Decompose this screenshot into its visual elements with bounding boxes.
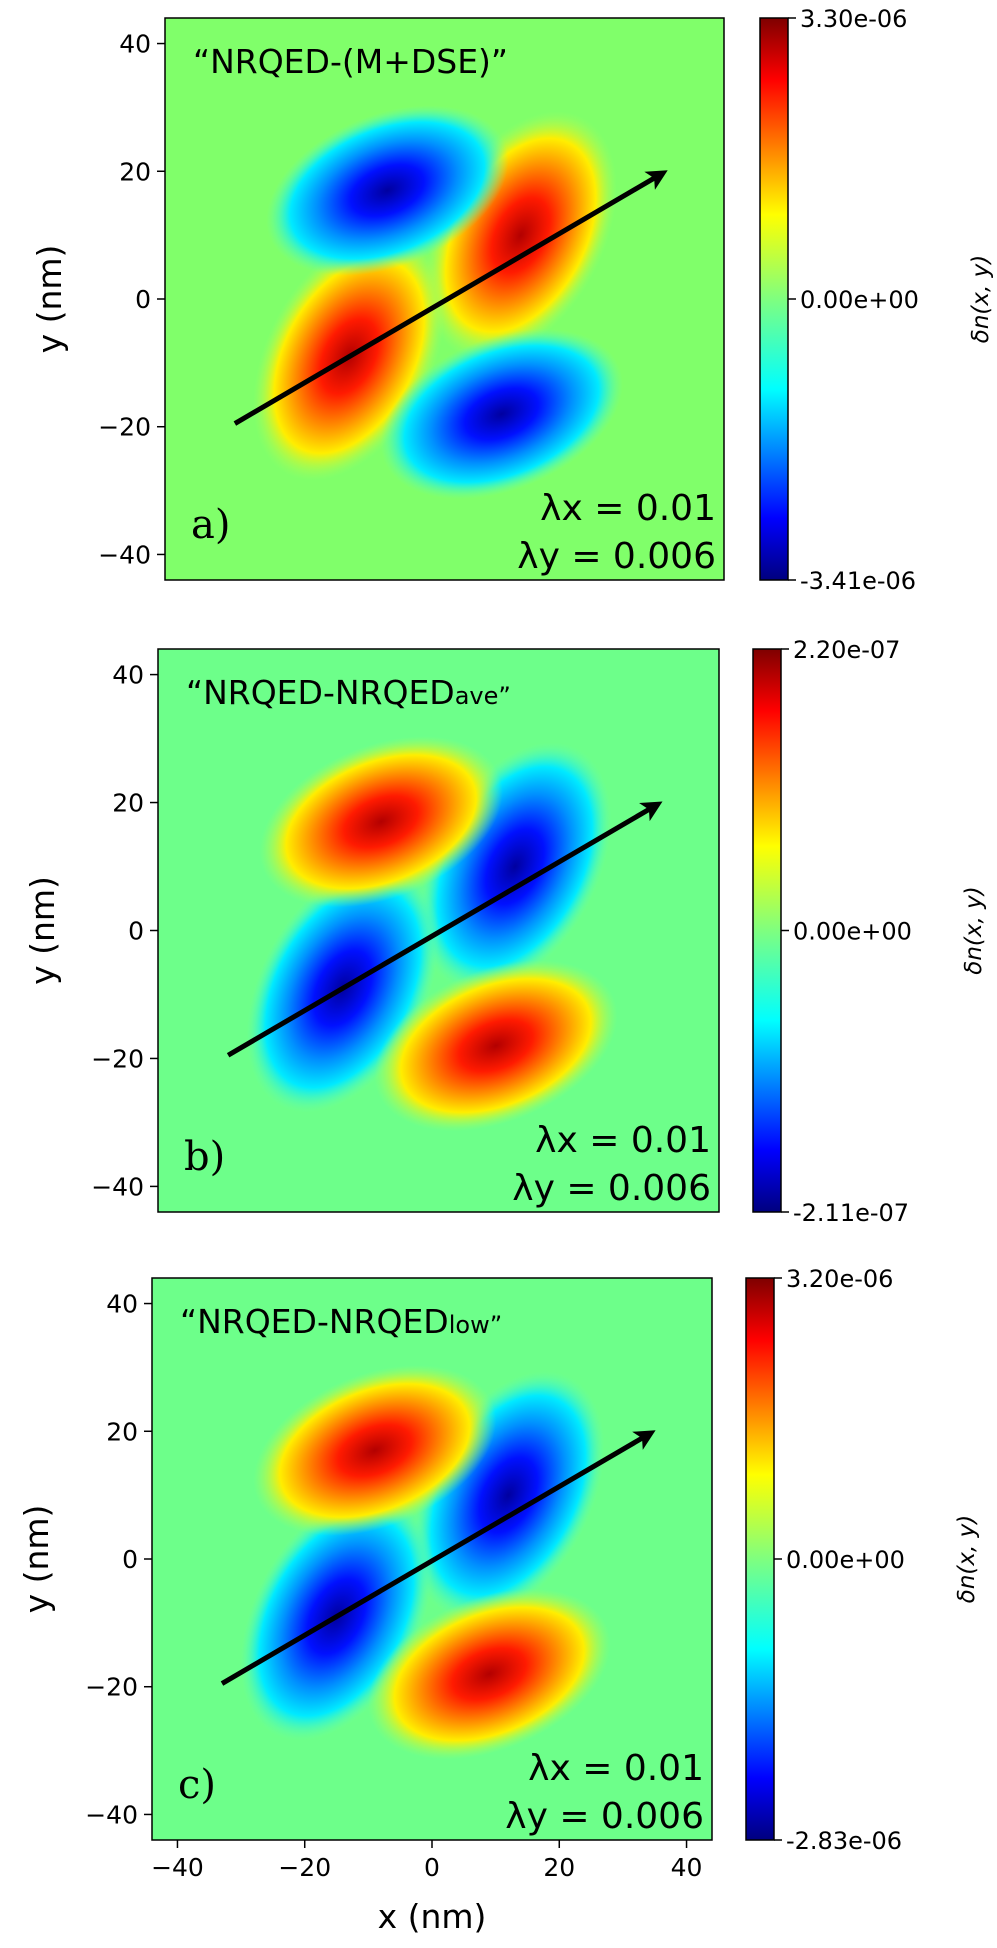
lobe-positive xyxy=(253,1365,497,1536)
y-tick-label: 40 xyxy=(106,1290,138,1319)
colorbar-min-label: -2.83e-06 xyxy=(786,1827,902,1855)
lambda-x-label: λx = 0.01 xyxy=(528,1748,704,1789)
panel-title: “NRQED-NRQEDave” xyxy=(186,673,511,712)
panel-c: −40 −20 0 20 40 −40 −20 0 20 40 y (nm) x (nm) “NRQED… xyxy=(17,1265,980,1936)
y-tick-label: 40 xyxy=(112,661,144,690)
colorbar-mid-label: 0.00e+00 xyxy=(793,918,912,946)
colorbar-max-label: 3.30e-06 xyxy=(800,5,907,33)
x-tick-label: −40 xyxy=(151,1853,204,1882)
x-axis-label: x (nm) xyxy=(378,1897,487,1936)
direction-arrow xyxy=(233,170,668,426)
x-tick-label: 20 xyxy=(543,1853,575,1882)
lobe-negative xyxy=(380,328,623,500)
lobe-positive xyxy=(367,1588,611,1760)
lobe-negative xyxy=(266,105,509,276)
y-tick-label: 20 xyxy=(106,1417,138,1446)
lambda-x-label: λx = 0.01 xyxy=(535,1120,711,1161)
y-tick-label: −20 xyxy=(98,413,151,442)
colorbar-label: δn(x, y) xyxy=(961,886,987,974)
direction-arrow xyxy=(226,801,663,1058)
colorbar xyxy=(759,17,789,581)
colorbar-label: δn(x, y) xyxy=(954,1515,980,1603)
y-tick-label: −20 xyxy=(91,1044,144,1073)
colorbar xyxy=(752,648,782,1213)
heatmap-field xyxy=(253,105,623,500)
panel-a: −40 −20 0 20 40 y (nm) “NRQED-(M+DSE)” a) λx = 0… xyxy=(30,5,994,595)
colorbar-mid-label: 0.00e+00 xyxy=(786,1546,905,1574)
y-tick-label: −40 xyxy=(98,540,151,569)
heatmap-field xyxy=(240,1365,611,1760)
panel-title: “NRQED-(M+DSE)” xyxy=(193,42,508,81)
lambda-y-label: λy = 0.006 xyxy=(512,1168,711,1209)
colorbar-max-label: 2.20e-07 xyxy=(793,636,900,664)
y-axis-label: y (nm) xyxy=(30,245,69,354)
y-tick-label: 20 xyxy=(119,157,151,186)
y-tick-label: 20 xyxy=(112,789,144,818)
panel-label: a) xyxy=(191,502,230,548)
y-tick-label: −40 xyxy=(91,1172,144,1201)
panel-label: c) xyxy=(178,1762,216,1808)
colorbar-label: δn(x, y) xyxy=(968,255,994,343)
y-tick-label: 0 xyxy=(135,285,151,314)
y-axis-label: y (nm) xyxy=(17,1505,56,1614)
x-tick-label: 40 xyxy=(671,1853,703,1882)
y-tick-label: 0 xyxy=(128,917,144,946)
direction-arrow xyxy=(220,1430,656,1686)
colorbar-mid-label: 0.00e+00 xyxy=(800,286,919,314)
panel-b: −40 −20 0 20 40 y (nm) “NRQED-NRQEDave” b) λx = … xyxy=(23,636,987,1227)
lambda-y-label: λy = 0.006 xyxy=(517,536,716,577)
y-tick-label: 0 xyxy=(122,1545,138,1574)
colorbar-min-label: -2.11e-07 xyxy=(793,1199,909,1227)
x-tick-label: −20 xyxy=(278,1853,331,1882)
y-axis-label: y (nm) xyxy=(23,876,62,985)
colorbar-min-label: -3.41e-06 xyxy=(800,567,916,595)
lambda-x-label: λx = 0.01 xyxy=(540,488,716,529)
lobe-positive xyxy=(374,960,618,1132)
y-tick-label: 40 xyxy=(119,30,151,59)
x-tick-label: 0 xyxy=(424,1853,440,1882)
colorbar xyxy=(745,1277,775,1841)
y-tick-label: −40 xyxy=(85,1800,138,1829)
y-tick-label: −20 xyxy=(85,1673,138,1702)
lambda-y-label: λy = 0.006 xyxy=(505,1796,704,1837)
panel-label: b) xyxy=(184,1134,225,1180)
colorbar-max-label: 3.20e-06 xyxy=(786,1265,893,1293)
panel-title: “NRQED-NRQEDlow” xyxy=(180,1302,502,1341)
lobe-positive xyxy=(259,736,503,908)
